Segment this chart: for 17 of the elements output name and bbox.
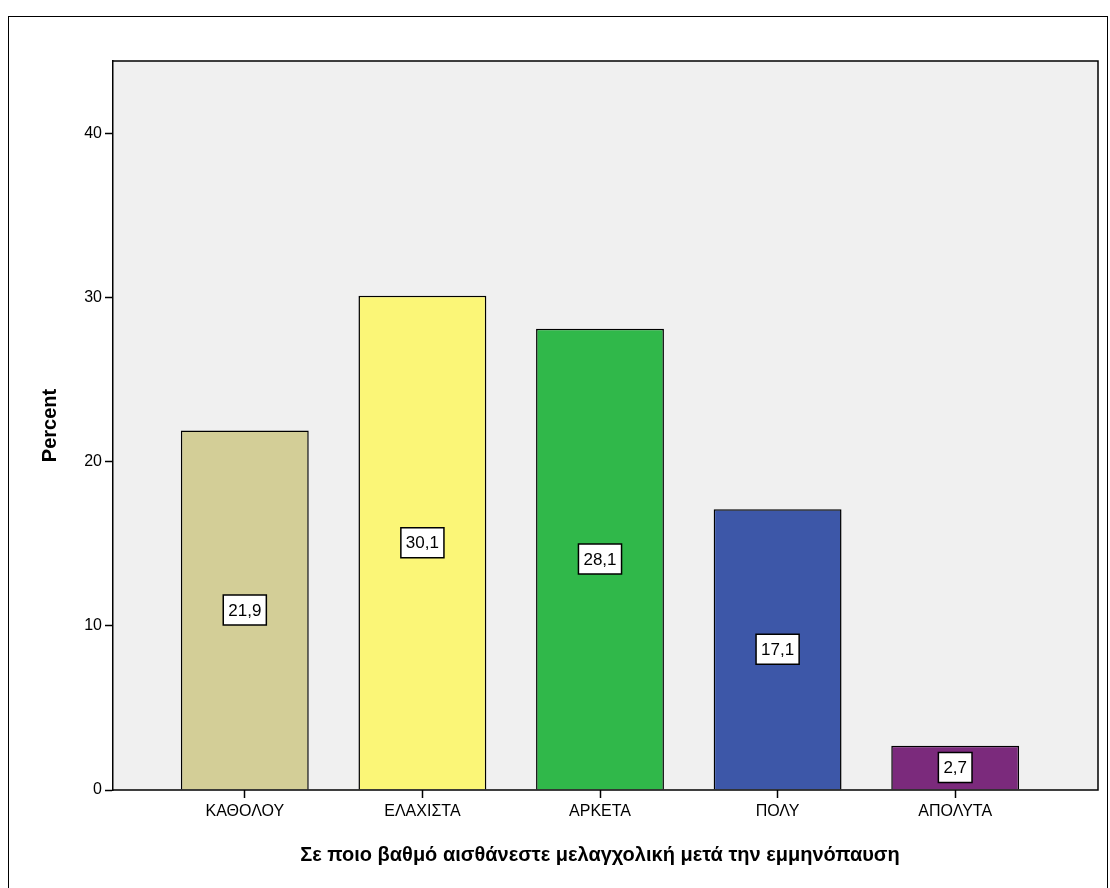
data-label: 21,9	[228, 600, 262, 620]
x-axis-title: Σε ποιο βαθμό αισθάνεστε μελαγχολική μετά την εμμηνόπαυση	[300, 842, 900, 865]
x-tick-label: ΚΑΘΟΛΟΥ	[205, 802, 285, 820]
x-tick-label: ΠΟΛΥ	[755, 802, 800, 820]
y-tick-label: 40	[84, 123, 103, 141]
y-tick-label: 30	[84, 287, 103, 305]
y-tick-label: 10	[84, 616, 103, 634]
y-axis-title: Percent	[37, 388, 60, 463]
data-label: 2,7	[943, 758, 968, 778]
x-tick-label: ΕΛΑΧΙΣΤΑ	[384, 802, 461, 820]
x-tick-label: ΑΡΚΕΤΑ	[569, 802, 632, 820]
data-label: 28,1	[583, 549, 617, 569]
x-tick-label: ΑΠΟΛΥΤΑ	[918, 802, 993, 820]
data-label: 30,1	[405, 533, 439, 553]
data-label: 17,1	[761, 640, 795, 660]
y-tick-label: 0	[93, 780, 103, 798]
y-tick-label: 20	[84, 452, 103, 470]
